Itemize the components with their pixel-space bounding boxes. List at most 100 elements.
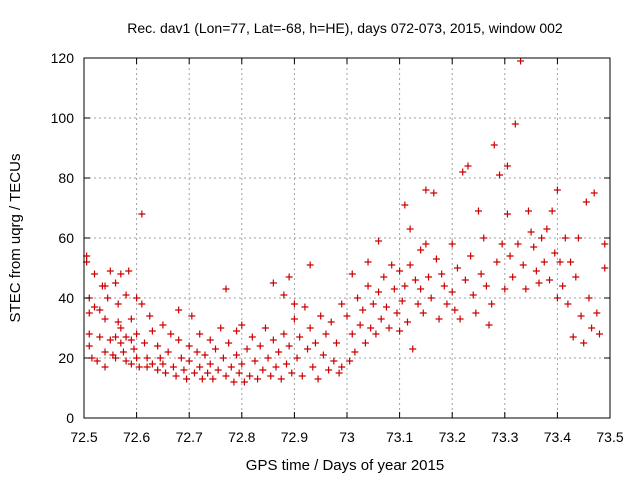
data-point [143, 354, 151, 362]
data-point [180, 366, 188, 374]
data-point [382, 303, 390, 311]
data-point [490, 141, 498, 149]
data-point [488, 300, 496, 308]
data-point [556, 258, 564, 266]
data-point [317, 312, 325, 320]
data-point [175, 336, 183, 344]
data-point [493, 258, 501, 266]
data-point [298, 372, 306, 380]
data-point [432, 255, 440, 263]
data-point [85, 309, 93, 317]
data-point [122, 357, 130, 365]
data-point [306, 261, 314, 269]
data-point [127, 315, 135, 323]
data-point [272, 363, 280, 371]
data-point [553, 294, 561, 302]
data-point [427, 294, 435, 302]
data-point [593, 309, 601, 317]
data-point [159, 360, 167, 368]
data-point [448, 240, 456, 248]
data-point [206, 336, 214, 344]
data-point [540, 258, 548, 266]
data-point [338, 363, 346, 371]
data-point [306, 324, 314, 332]
data-point [375, 288, 383, 296]
data-point [140, 339, 148, 347]
x-tick-label: 73 [339, 429, 355, 445]
data-point [154, 366, 162, 374]
data-point [535, 279, 543, 287]
data-point [553, 186, 561, 194]
data-point [417, 285, 425, 293]
data-point [564, 300, 572, 308]
data-point [127, 360, 135, 368]
y-tick-label: 0 [66, 410, 74, 426]
data-point [169, 363, 177, 371]
data-point [519, 261, 527, 269]
data-point [156, 354, 164, 362]
data-point [417, 246, 425, 254]
data-points [83, 57, 609, 386]
data-point [580, 339, 588, 347]
data-point [496, 171, 504, 179]
data-point [133, 330, 141, 338]
data-point [138, 300, 146, 308]
data-point [325, 366, 333, 374]
data-point [133, 354, 141, 362]
data-point [235, 369, 243, 377]
data-point [238, 360, 246, 368]
data-point [293, 354, 301, 362]
data-point [469, 291, 477, 299]
data-point [254, 375, 262, 383]
data-point [503, 210, 511, 218]
data-point [464, 162, 472, 170]
data-point [85, 342, 93, 350]
data-point [398, 297, 406, 305]
data-point [561, 234, 569, 242]
data-point [227, 363, 235, 371]
data-point [574, 234, 582, 242]
data-point [127, 336, 135, 344]
data-point [348, 270, 356, 278]
data-point [364, 258, 372, 266]
data-point [401, 201, 409, 209]
data-point [117, 324, 125, 332]
x-tick-label: 72.8 [228, 429, 255, 445]
data-point [133, 294, 141, 302]
data-point [112, 279, 120, 287]
data-point [219, 354, 227, 362]
data-point [233, 327, 241, 335]
data-point [96, 333, 104, 341]
data-point [472, 309, 480, 317]
data-point [214, 366, 222, 374]
data-point [177, 354, 185, 362]
data-point [443, 300, 451, 308]
data-point [296, 333, 304, 341]
data-point [577, 312, 585, 320]
data-point [438, 270, 446, 278]
data-point [422, 186, 430, 194]
data-point [275, 348, 283, 356]
y-tick-label: 80 [58, 170, 74, 186]
data-point [390, 285, 398, 293]
data-point [159, 321, 167, 329]
data-point [114, 318, 122, 326]
data-point [196, 330, 204, 338]
data-point [206, 360, 214, 368]
y-axis-label: STEC from uqrg / TECUs [7, 154, 24, 323]
data-point [112, 333, 120, 341]
data-point [288, 369, 296, 377]
data-point [246, 372, 254, 380]
data-point [148, 327, 156, 335]
data-point [354, 294, 362, 302]
data-point [280, 330, 288, 338]
data-point [356, 321, 364, 329]
data-point [377, 315, 385, 323]
data-point [269, 279, 277, 287]
data-point [601, 240, 609, 248]
data-point [106, 336, 114, 344]
data-point [280, 291, 288, 299]
data-point [569, 333, 577, 341]
data-point [388, 261, 396, 269]
data-point [101, 363, 109, 371]
